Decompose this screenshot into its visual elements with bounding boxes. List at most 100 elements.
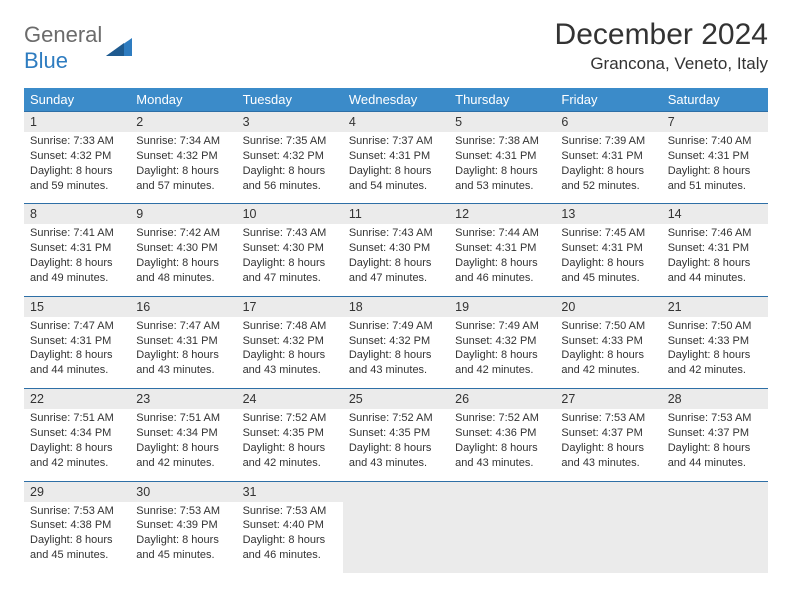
sunset-text: Sunset: 4:37 PM — [668, 426, 762, 441]
sunset-text: Sunset: 4:37 PM — [561, 426, 655, 441]
day-number — [343, 481, 449, 502]
sunset-text: Sunset: 4:32 PM — [455, 334, 549, 349]
sunset-text: Sunset: 4:31 PM — [349, 149, 443, 164]
sunrise-text: Sunrise: 7:45 AM — [561, 226, 655, 241]
day-number: 6 — [555, 112, 661, 133]
day-details: Sunrise: 7:43 AMSunset: 4:30 PMDaylight:… — [343, 224, 449, 296]
day-details: Sunrise: 7:52 AMSunset: 4:36 PMDaylight:… — [449, 409, 555, 481]
sunset-text: Sunset: 4:33 PM — [561, 334, 655, 349]
sunset-text: Sunset: 4:40 PM — [243, 518, 337, 533]
day-number: 25 — [343, 389, 449, 410]
day-details: Sunrise: 7:53 AMSunset: 4:38 PMDaylight:… — [24, 502, 130, 573]
daylight-text: Daylight: 8 hours and 56 minutes. — [243, 164, 337, 194]
daylight-text: Daylight: 8 hours and 42 minutes. — [668, 348, 762, 378]
day-number: 12 — [449, 204, 555, 225]
day-details: Sunrise: 7:33 AMSunset: 4:32 PMDaylight:… — [24, 132, 130, 204]
daylight-text: Daylight: 8 hours and 59 minutes. — [30, 164, 124, 194]
day-number: 3 — [237, 112, 343, 133]
day-number: 7 — [662, 112, 768, 133]
sunset-text: Sunset: 4:31 PM — [30, 334, 124, 349]
day-details — [555, 502, 661, 573]
daylight-text: Daylight: 8 hours and 45 minutes. — [30, 533, 124, 563]
daylight-text: Daylight: 8 hours and 42 minutes. — [455, 348, 549, 378]
sunrise-text: Sunrise: 7:33 AM — [30, 134, 124, 149]
sunrise-text: Sunrise: 7:49 AM — [349, 319, 443, 334]
day-details: Sunrise: 7:46 AMSunset: 4:31 PMDaylight:… — [662, 224, 768, 296]
day-details: Sunrise: 7:45 AMSunset: 4:31 PMDaylight:… — [555, 224, 661, 296]
day-number: 27 — [555, 389, 661, 410]
day-number: 2 — [130, 112, 236, 133]
sunrise-text: Sunrise: 7:52 AM — [455, 411, 549, 426]
day-number: 19 — [449, 296, 555, 317]
dow-tuesday: Tuesday — [237, 88, 343, 112]
sunrise-text: Sunrise: 7:53 AM — [561, 411, 655, 426]
daylight-text: Daylight: 8 hours and 44 minutes. — [668, 256, 762, 286]
dow-wednesday: Wednesday — [343, 88, 449, 112]
sunset-text: Sunset: 4:31 PM — [30, 241, 124, 256]
day-details: Sunrise: 7:51 AMSunset: 4:34 PMDaylight:… — [24, 409, 130, 481]
page-title: December 2024 — [555, 18, 768, 52]
calendar-body: 1234567Sunrise: 7:33 AMSunset: 4:32 PMDa… — [24, 112, 768, 573]
dow-monday: Monday — [130, 88, 236, 112]
day-details: Sunrise: 7:51 AMSunset: 4:34 PMDaylight:… — [130, 409, 236, 481]
daylight-text: Daylight: 8 hours and 43 minutes. — [349, 441, 443, 471]
daylight-text: Daylight: 8 hours and 43 minutes. — [349, 348, 443, 378]
day-details: Sunrise: 7:38 AMSunset: 4:31 PMDaylight:… — [449, 132, 555, 204]
day-number: 5 — [449, 112, 555, 133]
sunrise-text: Sunrise: 7:38 AM — [455, 134, 549, 149]
sunset-text: Sunset: 4:33 PM — [668, 334, 762, 349]
day-details: Sunrise: 7:47 AMSunset: 4:31 PMDaylight:… — [24, 317, 130, 389]
day-details: Sunrise: 7:49 AMSunset: 4:32 PMDaylight:… — [343, 317, 449, 389]
header: General Blue December 2024 Grancona, Ven… — [24, 18, 768, 74]
sunrise-text: Sunrise: 7:50 AM — [668, 319, 762, 334]
sunset-text: Sunset: 4:31 PM — [668, 241, 762, 256]
sunrise-text: Sunrise: 7:34 AM — [136, 134, 230, 149]
daylight-text: Daylight: 8 hours and 42 minutes. — [136, 441, 230, 471]
day-number: 30 — [130, 481, 236, 502]
logo-word1: General — [24, 22, 102, 47]
sunrise-text: Sunrise: 7:53 AM — [668, 411, 762, 426]
day-number: 1 — [24, 112, 130, 133]
sunrise-text: Sunrise: 7:53 AM — [30, 504, 124, 519]
sunrise-text: Sunrise: 7:49 AM — [455, 319, 549, 334]
day-details: Sunrise: 7:41 AMSunset: 4:31 PMDaylight:… — [24, 224, 130, 296]
day-number: 22 — [24, 389, 130, 410]
daylight-text: Daylight: 8 hours and 54 minutes. — [349, 164, 443, 194]
sunrise-text: Sunrise: 7:50 AM — [561, 319, 655, 334]
day-details: Sunrise: 7:53 AMSunset: 4:37 PMDaylight:… — [555, 409, 661, 481]
dow-friday: Friday — [555, 88, 661, 112]
calendar-table: Sunday Monday Tuesday Wednesday Thursday… — [24, 88, 768, 573]
day-details — [449, 502, 555, 573]
day-number: 15 — [24, 296, 130, 317]
daylight-text: Daylight: 8 hours and 43 minutes. — [455, 441, 549, 471]
daylight-text: Daylight: 8 hours and 53 minutes. — [455, 164, 549, 194]
sunset-text: Sunset: 4:31 PM — [561, 241, 655, 256]
day-details: Sunrise: 7:49 AMSunset: 4:32 PMDaylight:… — [449, 317, 555, 389]
sunrise-text: Sunrise: 7:48 AM — [243, 319, 337, 334]
day-details: Sunrise: 7:50 AMSunset: 4:33 PMDaylight:… — [555, 317, 661, 389]
sunrise-text: Sunrise: 7:51 AM — [30, 411, 124, 426]
sunset-text: Sunset: 4:35 PM — [243, 426, 337, 441]
day-details: Sunrise: 7:44 AMSunset: 4:31 PMDaylight:… — [449, 224, 555, 296]
day-details: Sunrise: 7:42 AMSunset: 4:30 PMDaylight:… — [130, 224, 236, 296]
day-details: Sunrise: 7:53 AMSunset: 4:39 PMDaylight:… — [130, 502, 236, 573]
logo-triangle-icon — [106, 34, 132, 56]
daylight-text: Daylight: 8 hours and 49 minutes. — [30, 256, 124, 286]
daylight-text: Daylight: 8 hours and 51 minutes. — [668, 164, 762, 194]
daylight-text: Daylight: 8 hours and 57 minutes. — [136, 164, 230, 194]
sunset-text: Sunset: 4:39 PM — [136, 518, 230, 533]
sunset-text: Sunset: 4:32 PM — [136, 149, 230, 164]
day-number: 8 — [24, 204, 130, 225]
day-details — [343, 502, 449, 573]
logo-word2: Blue — [24, 48, 68, 73]
day-number: 13 — [555, 204, 661, 225]
daynum-row: 15161718192021 — [24, 296, 768, 317]
daylight-text: Daylight: 8 hours and 45 minutes. — [136, 533, 230, 563]
sunrise-text: Sunrise: 7:47 AM — [136, 319, 230, 334]
day-details: Sunrise: 7:43 AMSunset: 4:30 PMDaylight:… — [237, 224, 343, 296]
daynum-row: 293031 — [24, 481, 768, 502]
daylight-text: Daylight: 8 hours and 42 minutes. — [561, 348, 655, 378]
sunset-text: Sunset: 4:34 PM — [30, 426, 124, 441]
day-number: 21 — [662, 296, 768, 317]
day-details: Sunrise: 7:39 AMSunset: 4:31 PMDaylight:… — [555, 132, 661, 204]
